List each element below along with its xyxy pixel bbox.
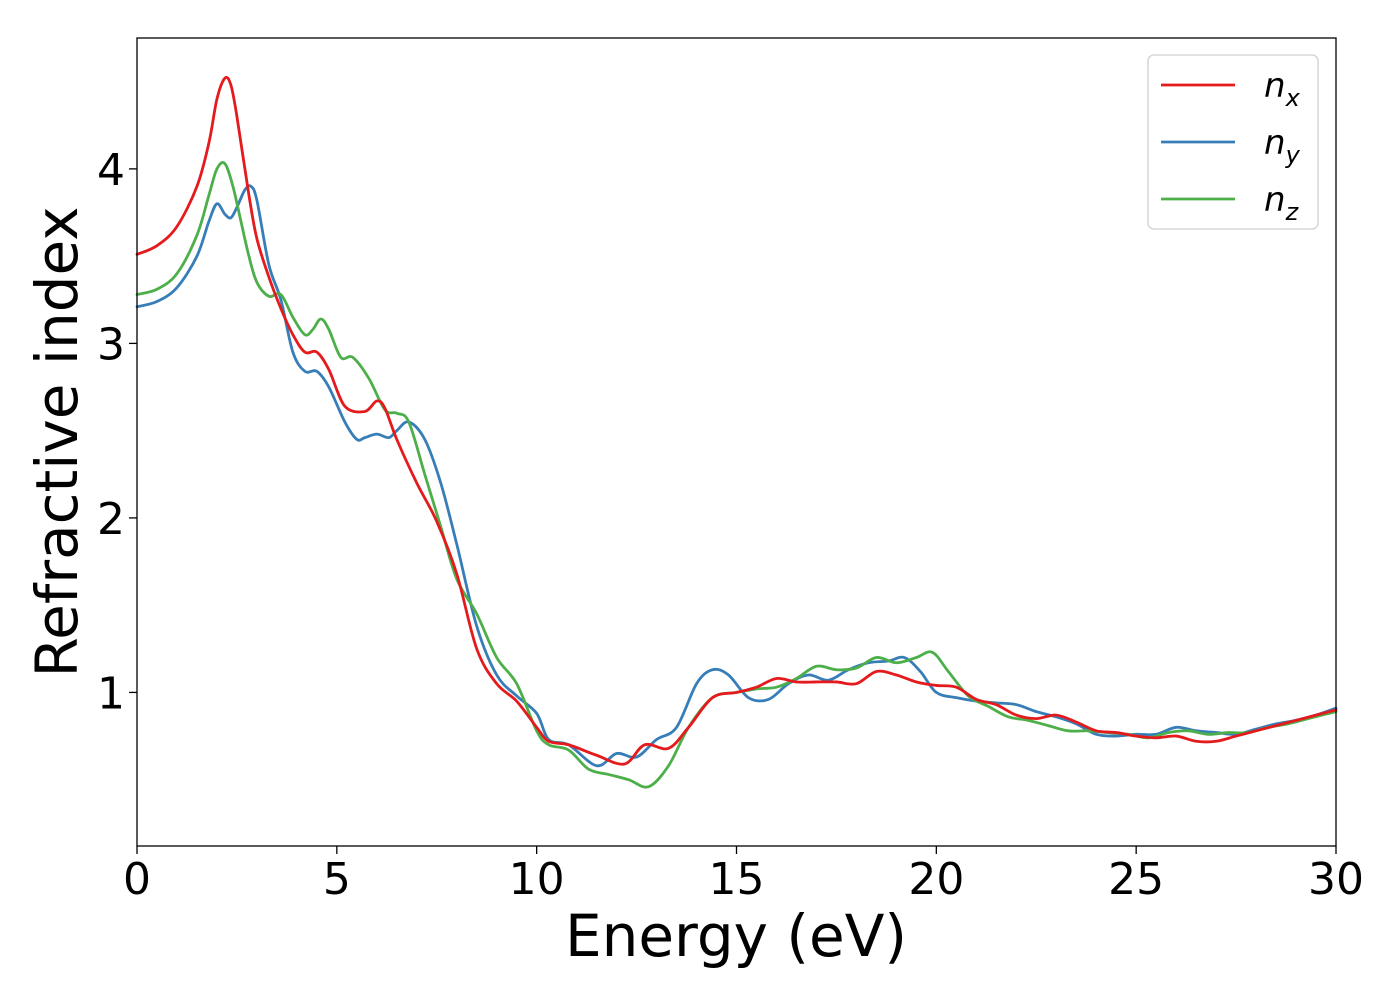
x-tick-label: 5 <box>323 854 351 905</box>
y-axis-label: Refractive index <box>23 206 91 677</box>
series-line-x <box>135 75 1338 766</box>
legend: nx ny nz <box>1147 54 1319 230</box>
x-tick-label: 0 <box>123 854 151 905</box>
x-axis-label: Energy (eV) <box>565 902 907 970</box>
y-tick-label: 3 <box>97 319 125 370</box>
legend-label-y: ny <box>1264 123 1301 169</box>
x-tick-label: 25 <box>1108 854 1164 905</box>
series-line-y <box>135 184 1338 768</box>
x-tick-label: 15 <box>709 854 765 905</box>
legend-label-x: nx <box>1264 66 1301 112</box>
y-tick-label: 4 <box>97 145 125 196</box>
x-axis-ticks: 0 5 10 15 20 25 30 <box>123 846 1364 905</box>
y-tick-label: 2 <box>97 494 125 545</box>
plot-lines <box>135 75 1338 789</box>
x-tick-label: 20 <box>908 854 964 905</box>
x-tick-label: 30 <box>1308 854 1364 905</box>
y-tick-label: 1 <box>97 668 125 719</box>
legend-label-z: nz <box>1264 180 1300 226</box>
x-tick-label: 10 <box>509 854 565 905</box>
y-axis-ticks: 1 2 3 4 <box>97 145 137 719</box>
